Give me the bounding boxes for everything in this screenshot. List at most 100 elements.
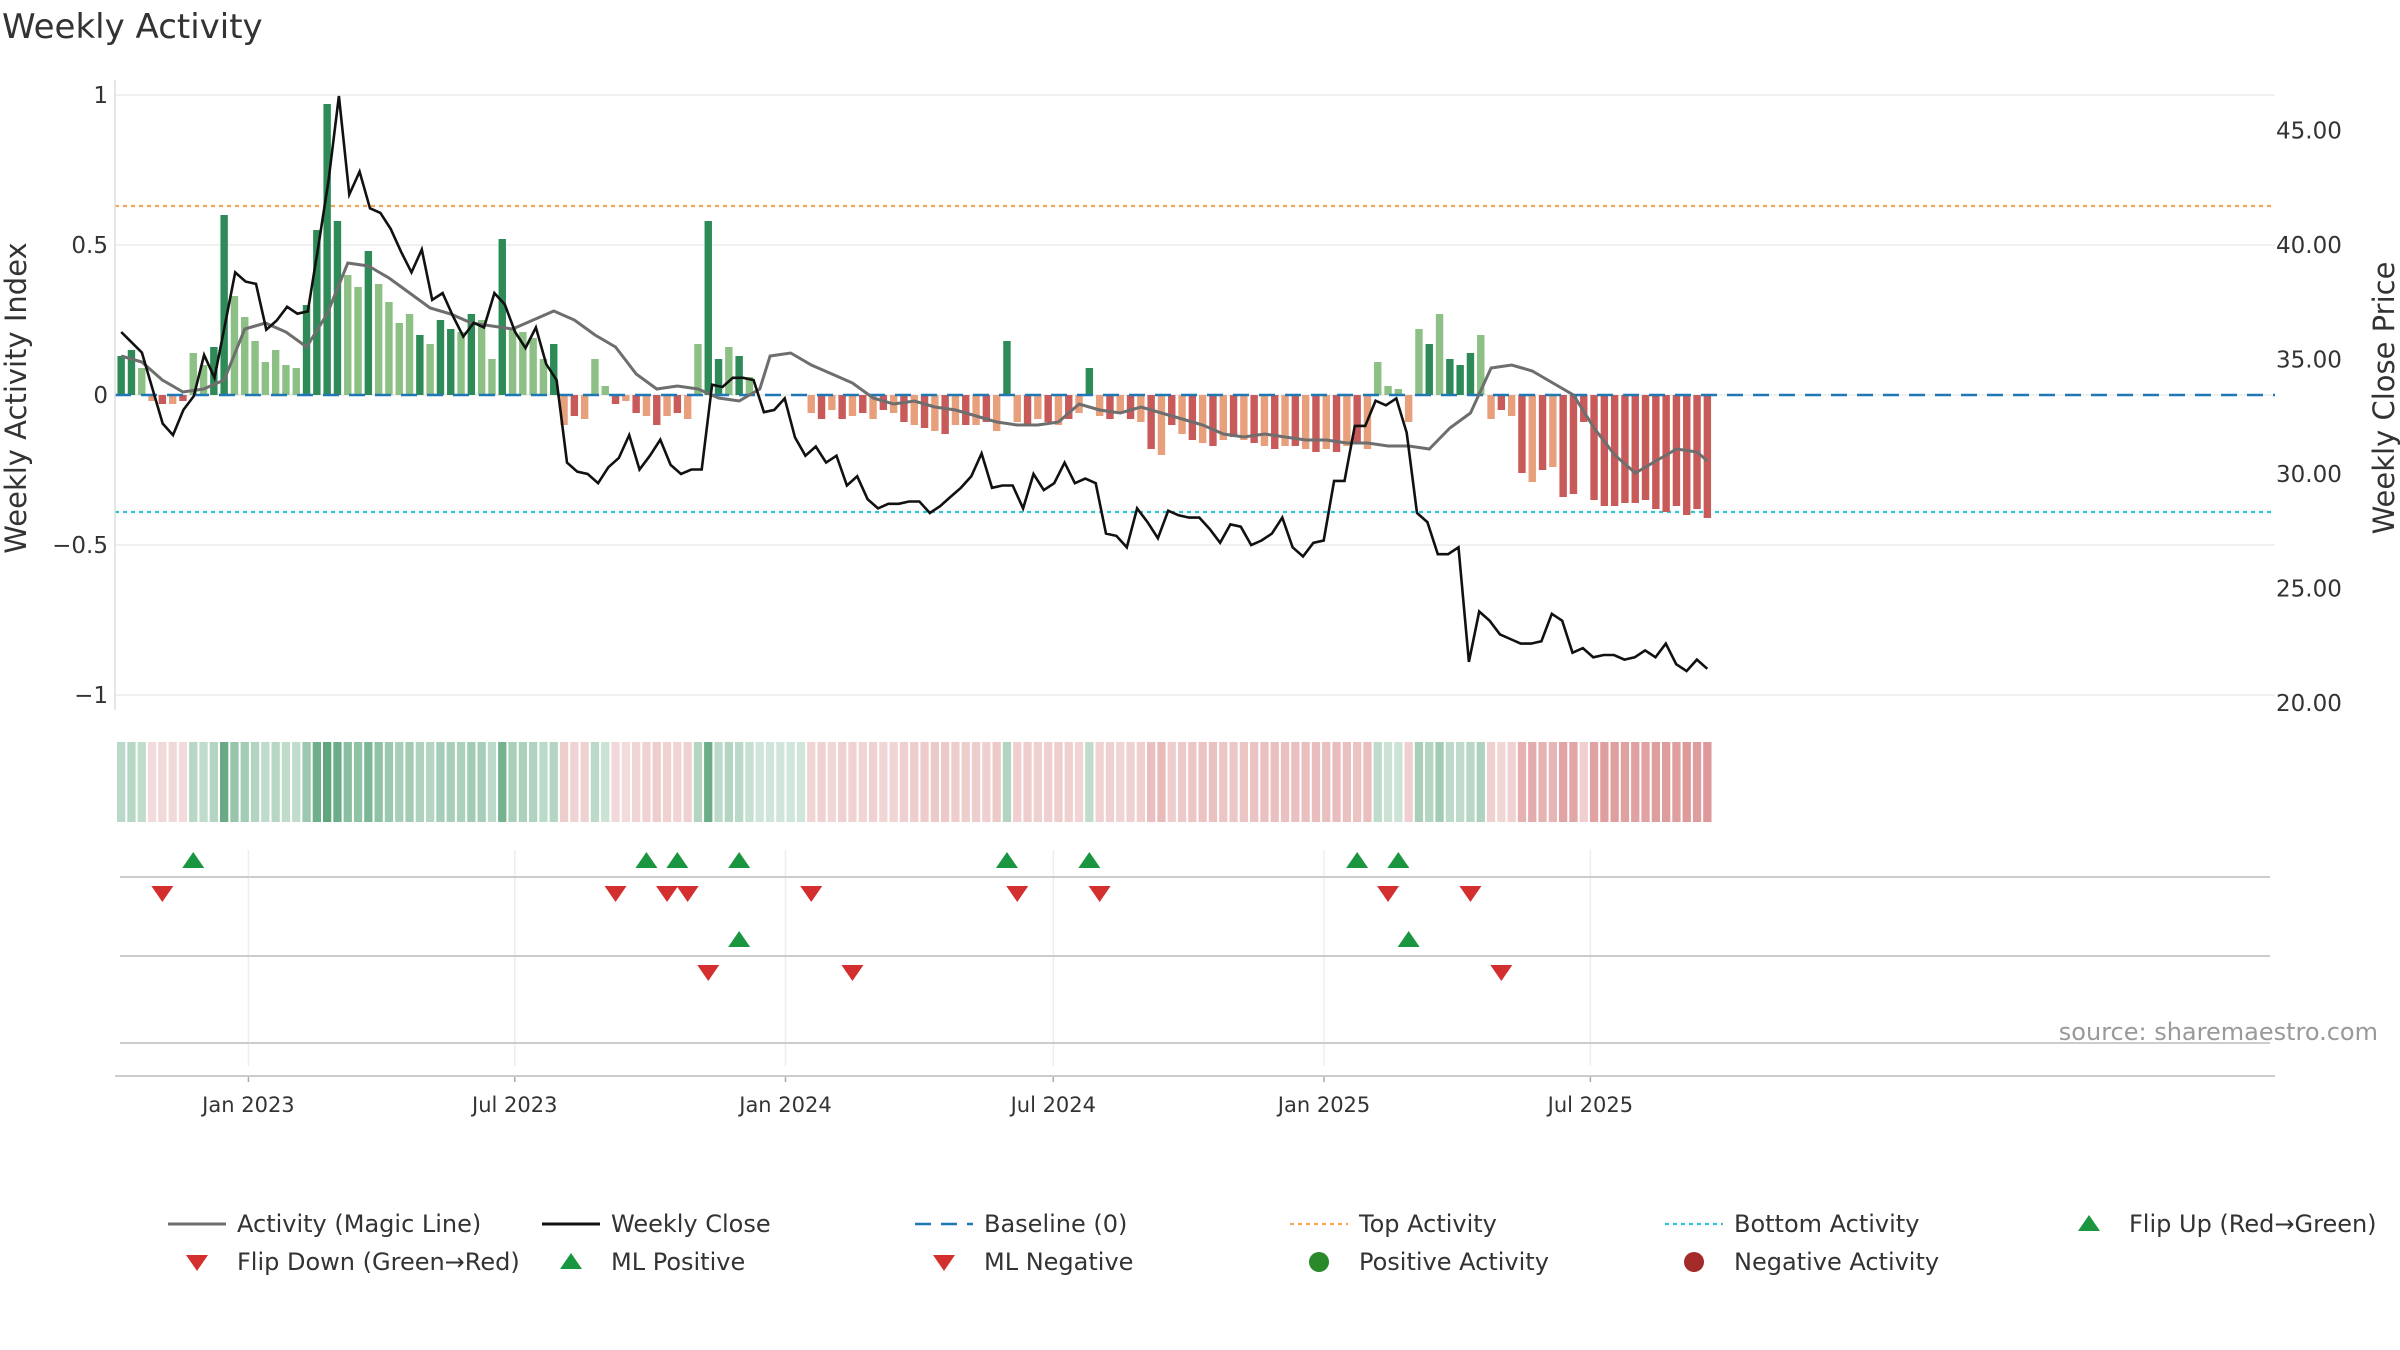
heatstrip-cell [570, 742, 579, 822]
heatstrip-cell [817, 742, 826, 822]
x-tick-label: Jan 2025 [1276, 1093, 1371, 1117]
heatstrip-cell [312, 742, 321, 822]
heatstrip-cell [261, 742, 270, 822]
flip-down-marker [1088, 886, 1111, 902]
heatstrip-cell [374, 742, 383, 822]
heatstrip-cell [1456, 742, 1465, 822]
flip-down-marker [656, 886, 679, 902]
ml-positive-marker [728, 931, 751, 947]
heatstrip-cell [796, 742, 806, 822]
heatstrip-cell [147, 742, 157, 822]
heatstrip-cell [250, 742, 260, 822]
activity-bar [1260, 395, 1269, 446]
heatstrip-cell [1383, 742, 1393, 822]
activity-bar [591, 359, 599, 395]
heatstrip-cell [807, 742, 816, 822]
activity-bar [992, 395, 1001, 431]
activity-bar [1435, 314, 1444, 395]
heatstrip-cell [601, 742, 610, 822]
activity-bar [364, 251, 373, 395]
y2-ticks: 45.00 40.00 35.00 30.00 25.00 20.00 [2276, 118, 2342, 717]
chart-title: Weekly Activity [2, 7, 263, 47]
heatstrip-cell [1301, 742, 1310, 822]
activity-bar [735, 356, 743, 395]
activity-bar [1198, 395, 1207, 443]
activity-bar [910, 395, 918, 425]
heatstrip-cell [1002, 742, 1012, 822]
heatstrip-cell [127, 742, 136, 822]
y2-tick-label: 45.00 [2276, 118, 2342, 144]
heatstrip-cell [240, 742, 249, 822]
heatstrip-cell [158, 742, 167, 822]
activity-bar [817, 395, 826, 419]
activity-bar [1291, 395, 1300, 446]
heatstrip-cell [1600, 742, 1609, 822]
heatstrip-cell [1064, 742, 1073, 822]
legend-down-triangle-icon [186, 1255, 208, 1271]
heatstrip-cell [683, 742, 692, 822]
legend-label: Top Activity [1358, 1210, 1497, 1238]
heatstrip-cell [745, 742, 754, 822]
legend-label: Weekly Close [611, 1210, 771, 1238]
activity-bar [1013, 395, 1021, 422]
activity-bar [230, 296, 239, 395]
heatstrip-cell [549, 742, 558, 822]
activity-bar [1209, 395, 1217, 446]
legend-label: Baseline (0) [984, 1210, 1127, 1238]
activity-bar [653, 395, 661, 425]
legend-item-pos_dot: Positive Activity [1309, 1248, 1549, 1276]
activity-bar [1621, 395, 1629, 503]
activity-bar [138, 368, 146, 395]
activity-bar [570, 395, 579, 416]
heatstrip-cell [982, 742, 991, 822]
heatstrip-cell [632, 742, 641, 822]
activity-bar [1703, 395, 1712, 518]
x-tick-label: Jul 2025 [1546, 1093, 1633, 1117]
activity-bar [663, 395, 671, 416]
activity-bar [1095, 395, 1104, 416]
reference-lines [115, 204, 2275, 514]
heatstrip-cell [673, 742, 682, 822]
heatstrip-cell [1023, 742, 1032, 822]
flip-down-marker [1377, 886, 1400, 902]
activity-bar [869, 395, 877, 419]
heatstrip-cell [1497, 742, 1506, 822]
activity-bar [550, 344, 558, 395]
heatstrip-cell [693, 742, 703, 822]
flip-up-marker [666, 852, 689, 868]
flip-up-marker [1078, 852, 1101, 868]
activity-bar [807, 395, 815, 413]
activity-bar [1456, 365, 1464, 395]
activity-bar [1610, 395, 1619, 506]
activity-bar [1157, 395, 1166, 455]
heatstrip-cell [1445, 742, 1454, 822]
heatstrip-cell [384, 742, 394, 822]
activity-bar [199, 365, 208, 395]
legend-down-triangle-icon [933, 1255, 955, 1271]
activity-bar [1415, 329, 1423, 395]
activity-bar [1332, 395, 1341, 452]
activity-bar [261, 362, 270, 395]
activity-bar [1477, 335, 1485, 395]
activity-bar [1374, 362, 1382, 395]
heatstrip-cell [1363, 742, 1372, 822]
heatstrip-cell [343, 742, 352, 822]
activity-bar [941, 395, 949, 434]
activity-bar [302, 305, 311, 395]
series-lines [115, 95, 2275, 673]
activity-bar [467, 314, 476, 395]
heatstrip-cell [827, 742, 836, 822]
activity-bar [457, 332, 465, 395]
activity-bar [1034, 395, 1042, 419]
flip-up-marker [1346, 852, 1369, 868]
heatstrip-cell [1136, 742, 1145, 822]
heatstrip-cell [714, 742, 723, 822]
heatstrip-cell [1692, 742, 1702, 822]
heatstrip-cell [323, 742, 332, 822]
heatstrip-cell [1528, 742, 1537, 822]
flip-up-marker [995, 852, 1018, 868]
activity-bar [1044, 395, 1052, 422]
legend-label: Activity (Magic Line) [237, 1210, 481, 1238]
heatstrip-cell [1013, 742, 1022, 822]
heatstrip-cell [1486, 742, 1496, 822]
